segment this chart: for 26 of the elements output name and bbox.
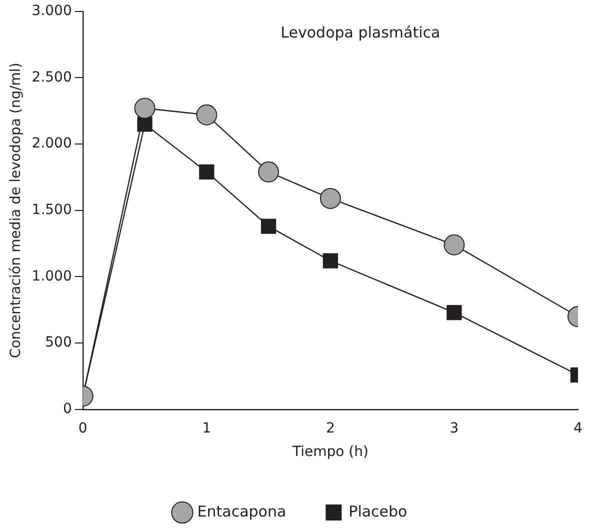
y-tick-label: 1.000: [32, 268, 72, 284]
point: [322, 253, 338, 268]
point: [320, 188, 341, 209]
y-tick-label: 1.500: [32, 202, 72, 218]
x-tick-label: 1: [202, 420, 212, 436]
point: [260, 218, 276, 234]
x-tick-label: 4: [574, 420, 583, 436]
text: Levodopa plasmática: [280, 23, 440, 42]
y-tick-label: 2.000: [32, 136, 72, 152]
point: [199, 164, 214, 180]
point: [258, 161, 280, 182]
x-axis-title: Tiempo (h): [291, 444, 368, 460]
y-tick-label: 3.000: [32, 3, 72, 20]
point: [446, 304, 462, 320]
y-tick-label: 500: [45, 334, 72, 351]
point: [196, 104, 218, 126]
x-tick-label: 2: [326, 420, 335, 436]
y-axis-title: Concentración media de levodopa (ng/ml): [8, 62, 24, 358]
x-tick-label: 3: [450, 420, 459, 436]
legend-label: Placebo: [348, 502, 408, 520]
legend-label: Entacapona: [197, 502, 286, 520]
point: [134, 98, 156, 119]
y-tick-label: 2.500: [32, 69, 72, 86]
x-tick-label: 0: [78, 420, 88, 436]
y-tick-label: 0: [62, 401, 72, 418]
point: [444, 234, 465, 256]
